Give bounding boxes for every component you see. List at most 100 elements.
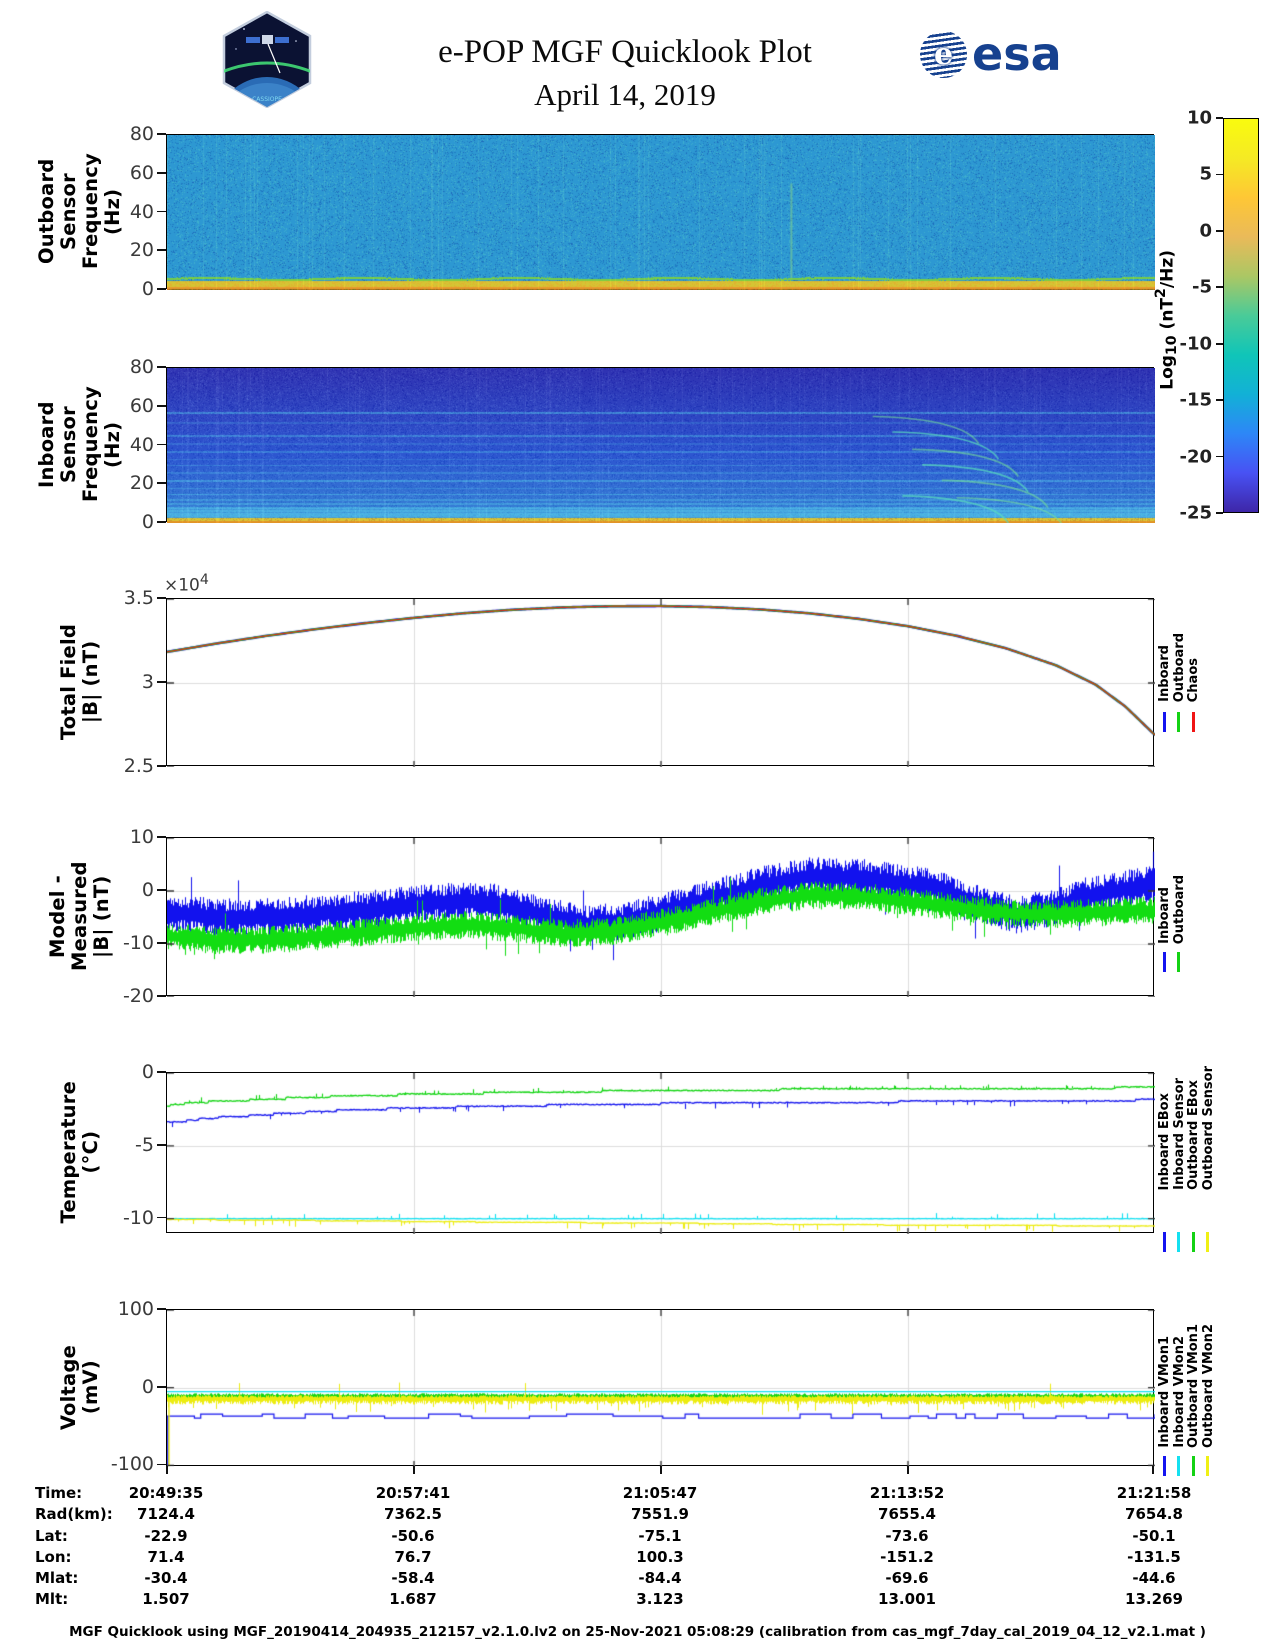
colorbar-tick-mark xyxy=(1216,342,1223,345)
legend-mark xyxy=(1162,1456,1166,1476)
y-tick-label: 20 xyxy=(129,239,154,262)
table-cell: 21:05:47 xyxy=(622,1484,698,1502)
legend-label: Inboard VMon1 xyxy=(1157,1336,1172,1448)
voltage-canvas xyxy=(167,1310,1155,1467)
legend-mark-cell xyxy=(1186,712,1201,732)
legend-mark xyxy=(1191,712,1195,732)
model-measured-y-axis-label-text: Model - Measured |B| (nT) xyxy=(46,861,113,972)
table-cell: -50.1 xyxy=(1132,1527,1176,1545)
y-tick-label: 10 xyxy=(129,826,154,848)
y-tick-label: 3.5 xyxy=(123,587,154,609)
legend-mark-cell xyxy=(1157,712,1172,732)
y-tick-mark xyxy=(157,1308,166,1310)
legend-mark-cell xyxy=(1172,1232,1187,1252)
y-tick-mark xyxy=(157,210,166,213)
y-tick-mark xyxy=(157,1216,166,1219)
cassiope-mission-patch-logo: CASSIOPE xyxy=(222,11,312,108)
table-cell: 13.269 xyxy=(1125,1590,1183,1608)
table-cell: 3.123 xyxy=(636,1590,684,1608)
table-cell: 71.4 xyxy=(147,1548,185,1566)
y-tick-label: 0 xyxy=(141,1061,154,1083)
legend-label: Outboard xyxy=(1171,632,1187,702)
y-tick-mark xyxy=(157,765,166,767)
y-tick-mark xyxy=(157,889,166,891)
y-tick-label: -10 xyxy=(122,932,154,954)
table-cell: -58.4 xyxy=(391,1569,435,1587)
y-tick-mark xyxy=(157,1071,166,1073)
table-cell: -75.1 xyxy=(638,1527,682,1545)
model-measured-y-axis-label: Model - Measured |B| (nT) xyxy=(46,837,113,996)
legend-label: Inboard EBox xyxy=(1157,1092,1172,1190)
y-tick-mark xyxy=(157,171,166,174)
temperature-legend: Inboard EBox Inboard Sensor Outboard EBox O… xyxy=(1157,1020,1216,1190)
table-cell: 21:21:58 xyxy=(1116,1484,1192,1502)
y-tick-mark xyxy=(157,1144,166,1146)
y-tick-mark xyxy=(157,1463,166,1466)
table-cell: -69.6 xyxy=(885,1569,929,1587)
panel-outboard-spectrogram xyxy=(166,134,1155,290)
legend-label: Inboard xyxy=(1157,645,1172,702)
y-tick-mark xyxy=(157,1385,166,1388)
page-title: e-POP MGF Quicklook Plot xyxy=(438,34,812,70)
colorbar-tick-mark xyxy=(1216,230,1223,232)
model-measured-legend-marks xyxy=(1157,952,1186,972)
legend-mark xyxy=(1162,712,1166,732)
legend-mark xyxy=(1177,1456,1181,1476)
legend-label: Outboard EBox xyxy=(1186,1080,1201,1190)
panel-voltage xyxy=(166,1309,1155,1467)
legend-mark xyxy=(1206,1456,1210,1476)
y-tick-label: 80 xyxy=(129,123,154,145)
y-tick-mark xyxy=(157,366,166,368)
legend-label: Outboard VMon2 xyxy=(1200,1323,1216,1448)
legend-mark-cell xyxy=(1186,1456,1201,1476)
colorbar-tick-mark xyxy=(1216,286,1223,289)
table-cell: -30.4 xyxy=(144,1569,188,1587)
legend-mark-cell xyxy=(1186,1232,1201,1252)
y-tick-mark xyxy=(157,288,166,290)
legend-mark xyxy=(1177,952,1181,972)
legend-mark-cell xyxy=(1201,1456,1216,1476)
table-cell: 20:49:35 xyxy=(128,1484,204,1502)
y-tick-mark xyxy=(157,597,166,599)
colorbar xyxy=(1223,118,1259,513)
legend-mark xyxy=(1162,1232,1166,1252)
table-cell: 7124.4 xyxy=(137,1505,195,1523)
table-cell: 100.3 xyxy=(636,1548,684,1566)
panel-temperature xyxy=(166,1072,1155,1234)
legend-mark xyxy=(1206,1232,1210,1252)
colorbar-tick-label: -25 xyxy=(1179,502,1212,524)
y-tick-label: 40 xyxy=(129,200,154,223)
table-cell: 1.687 xyxy=(389,1590,437,1608)
y-tick-label: -5 xyxy=(135,1133,154,1156)
table-row-label: Lat: xyxy=(35,1527,68,1545)
x-tick-mark xyxy=(413,1466,415,1474)
y-tick-label: -100 xyxy=(110,1453,154,1476)
table-cell: -50.6 xyxy=(391,1527,435,1545)
colorbar-tick-label: -10 xyxy=(1179,333,1212,355)
total-field-legend-marks xyxy=(1157,712,1201,732)
table-cell: 7654.8 xyxy=(1125,1505,1183,1523)
y-tick-label: 80 xyxy=(129,356,154,378)
colorbar-tick-label: 0 xyxy=(1199,220,1212,242)
y-tick-mark xyxy=(157,249,166,252)
y-tick-label: -10 xyxy=(122,1206,154,1229)
y-tick-label: 0 xyxy=(141,511,154,533)
table-cell: 7655.4 xyxy=(878,1505,936,1523)
x-tick-mark xyxy=(166,1466,168,1474)
legend-label: Outboard Sensor xyxy=(1200,1065,1216,1190)
patch-satellite-icon xyxy=(246,35,289,74)
total-field-canvas xyxy=(167,599,1155,767)
y-tick-mark xyxy=(157,521,166,523)
table-row-label: Time: xyxy=(35,1484,83,1502)
title-block: e-POP MGF Quicklook Plot April 14, 2019 xyxy=(340,34,910,113)
panel-total-field xyxy=(166,598,1155,767)
patch-text: CASSIOPE xyxy=(252,96,282,103)
y-tick-label: -20 xyxy=(122,985,154,1007)
esa-logo-text: esa xyxy=(972,27,1062,81)
y-tick-label: 20 xyxy=(129,472,154,495)
page-date: April 14, 2019 xyxy=(534,77,716,112)
table-cell: -84.4 xyxy=(638,1569,682,1587)
voltage-legend-marks xyxy=(1157,1456,1215,1476)
legend-mark xyxy=(1191,1232,1195,1252)
legend-mark-cell xyxy=(1157,1232,1172,1252)
